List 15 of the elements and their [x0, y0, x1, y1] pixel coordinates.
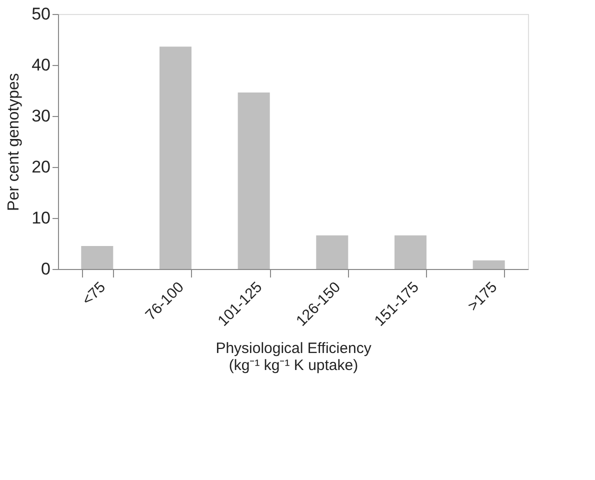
y-tick-label: 40 — [32, 56, 50, 74]
y-axis-title: Per cent genotypes — [6, 73, 23, 211]
y-tick-label: 20 — [32, 158, 50, 176]
bar — [238, 92, 270, 269]
bar — [316, 235, 348, 269]
y-tick-label: 50 — [32, 4, 50, 24]
bar — [81, 246, 114, 269]
bar — [160, 46, 192, 269]
bar — [472, 260, 505, 269]
y-tick-label: 0 — [41, 260, 50, 278]
x-axis-title: Physiological Efficiency (kg⁻¹ kg⁻¹ K uptake) — [216, 340, 372, 374]
x-tick-label: <75 — [78, 278, 109, 309]
y-tick-label: 10 — [32, 208, 50, 228]
bar — [394, 235, 426, 269]
y-tick-label: 30 — [32, 106, 50, 126]
